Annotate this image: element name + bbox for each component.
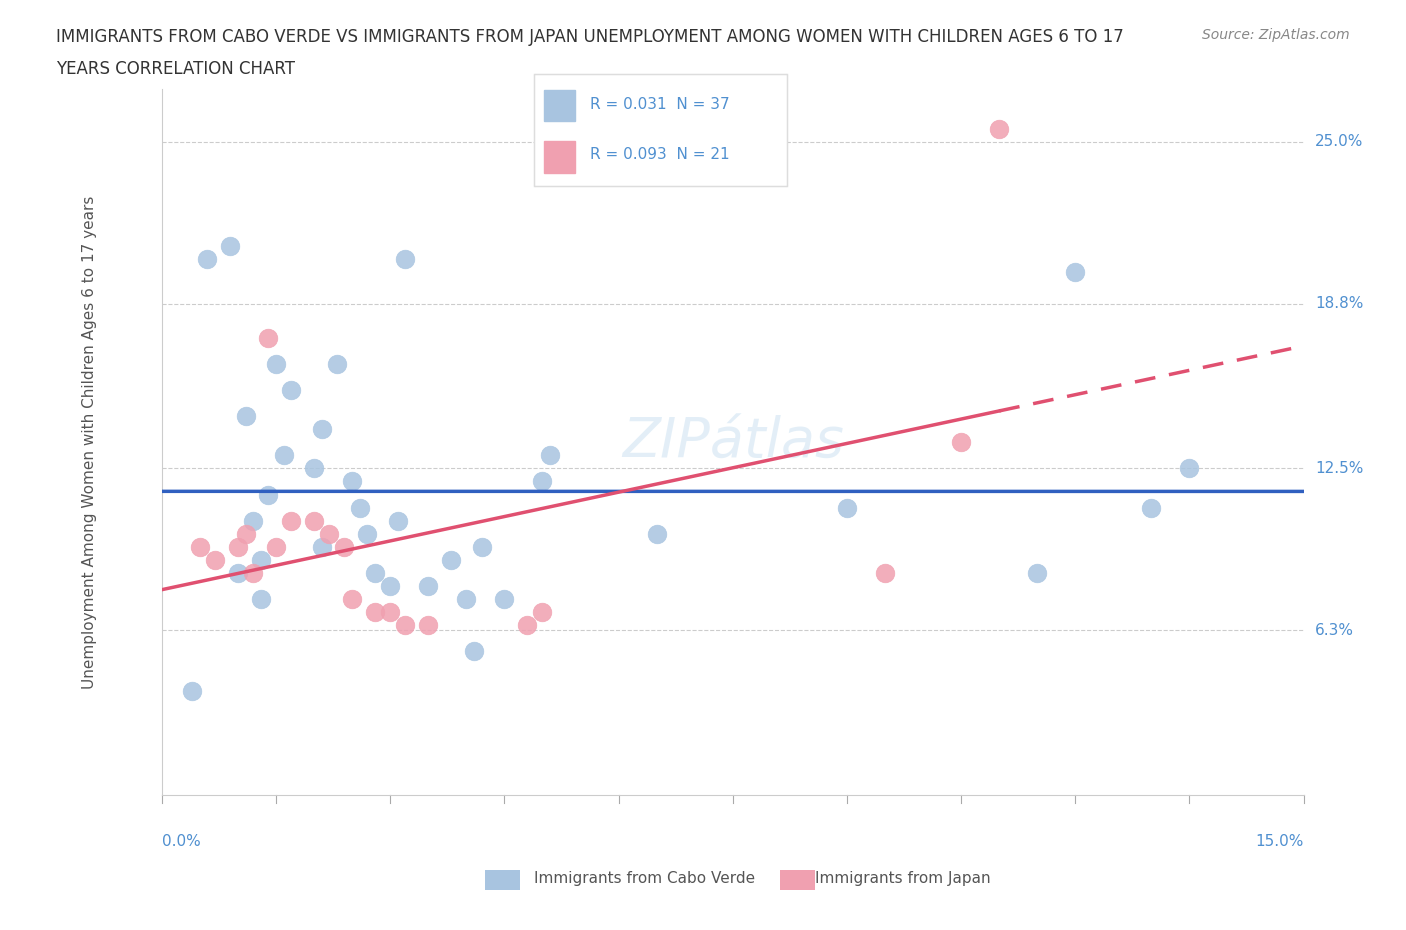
Point (257, 330, 280, 345)
Point (249, 552, 271, 567)
Text: 18.8%: 18.8% (1315, 297, 1364, 312)
Point (418, 578, 440, 593)
Point (197, 252, 219, 267)
Point (950, 435, 973, 450)
Point (531, 474, 554, 489)
Point (380, 604, 402, 619)
Point (333, 539, 356, 554)
Point (226, 565, 249, 580)
Point (531, 604, 554, 619)
Text: R = 0.031  N = 37: R = 0.031 N = 37 (591, 97, 730, 112)
Point (418, 618, 440, 632)
Point (318, 526, 340, 541)
Text: IMMIGRANTS FROM CABO VERDE VS IMMIGRANTS FROM JAPAN UNEMPLOYMENT AMONG WOMEN WIT: IMMIGRANTS FROM CABO VERDE VS IMMIGRANTS… (56, 28, 1123, 46)
Text: 6.3%: 6.3% (1315, 623, 1354, 638)
Bar (544, 90, 575, 121)
Point (873, 565, 896, 580)
Point (1026, 565, 1049, 580)
Point (470, 539, 492, 554)
Point (645, 526, 668, 541)
Point (835, 500, 858, 515)
Point (340, 591, 363, 606)
Text: 15.0%: 15.0% (1256, 834, 1303, 849)
Point (273, 448, 295, 463)
Point (219, 239, 242, 254)
Point (188, 539, 211, 554)
Point (1140, 500, 1163, 515)
Point (364, 604, 387, 619)
Point (1178, 461, 1201, 476)
Text: ZIPátlas: ZIPátlas (621, 416, 844, 469)
Text: Immigrants from Cabo Verde: Immigrants from Cabo Verde (534, 871, 755, 886)
Point (516, 618, 538, 632)
Point (463, 644, 485, 658)
Point (538, 448, 561, 463)
Point (311, 539, 333, 554)
Point (1064, 265, 1087, 280)
Point (264, 539, 287, 554)
Point (257, 487, 280, 502)
Point (394, 252, 416, 267)
Point (242, 513, 264, 528)
Point (235, 526, 257, 541)
Text: 12.5%: 12.5% (1315, 461, 1364, 476)
Point (204, 552, 226, 567)
Point (235, 408, 257, 423)
Point (264, 356, 287, 371)
Point (242, 565, 264, 580)
Point (988, 121, 1011, 136)
Point (280, 382, 302, 397)
Bar (544, 141, 575, 173)
Text: Unemployment Among Women with Children Ages 6 to 17 years: Unemployment Among Women with Children A… (82, 195, 97, 689)
Text: Immigrants from Japan: Immigrants from Japan (815, 871, 991, 886)
Point (326, 356, 349, 371)
Point (394, 618, 416, 632)
Point (456, 591, 478, 606)
Point (226, 539, 249, 554)
Text: Source: ZipAtlas.com: Source: ZipAtlas.com (1202, 28, 1350, 42)
Point (494, 591, 516, 606)
Point (311, 421, 333, 436)
Point (340, 474, 363, 489)
Point (302, 461, 325, 476)
Text: 0.0%: 0.0% (162, 834, 201, 849)
Point (249, 591, 271, 606)
Point (349, 500, 371, 515)
Point (387, 513, 409, 528)
Point (181, 684, 204, 698)
Text: YEARS CORRELATION CHART: YEARS CORRELATION CHART (56, 60, 295, 78)
Point (440, 552, 463, 567)
Point (364, 565, 387, 580)
Text: 25.0%: 25.0% (1315, 134, 1364, 149)
Text: R = 0.093  N = 21: R = 0.093 N = 21 (591, 147, 730, 162)
Point (302, 513, 325, 528)
Point (356, 526, 378, 541)
Point (380, 578, 402, 593)
Point (280, 513, 302, 528)
